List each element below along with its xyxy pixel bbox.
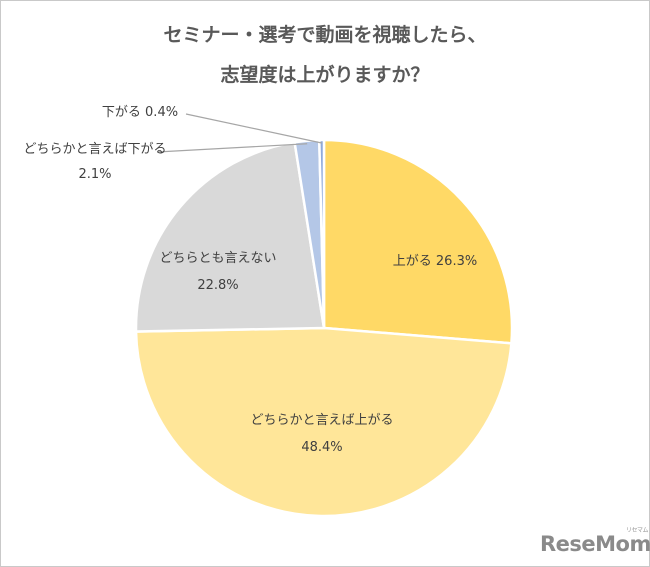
logo-text: ReseMom <box>540 532 650 556</box>
data-label-3-value: 22.8% <box>197 278 238 293</box>
pie-slice-5 <box>317 138 326 329</box>
pie-slice-1 <box>322 138 514 345</box>
data-label-1: 上がる 26.3% <box>393 254 477 269</box>
data-label-3-category: どちらとも言えない <box>159 251 276 266</box>
pie-slice-2 <box>134 326 513 518</box>
resemom-logo: ReseMom リセマム <box>540 527 650 556</box>
logo-subtext: リセマム <box>626 527 649 534</box>
data-label-2-value: 48.4% <box>301 440 342 455</box>
leader-line-4 <box>156 143 308 153</box>
data-label-2-category: どちらかと言えば上がる <box>250 413 393 428</box>
data-label-5: 下がる 0.4% <box>102 105 178 120</box>
pie-slice-3 <box>134 140 326 333</box>
leader-line-5 <box>185 113 322 144</box>
chart-title-line2: 志望度は上がりますか？ <box>220 64 430 86</box>
chart-title-line1: セミナー・選考で動画を視聴したら、 <box>163 24 487 46</box>
data-label-4-value: 2.1% <box>78 167 111 182</box>
data-label-4-category: どちらかと言えば下がる <box>23 142 166 157</box>
